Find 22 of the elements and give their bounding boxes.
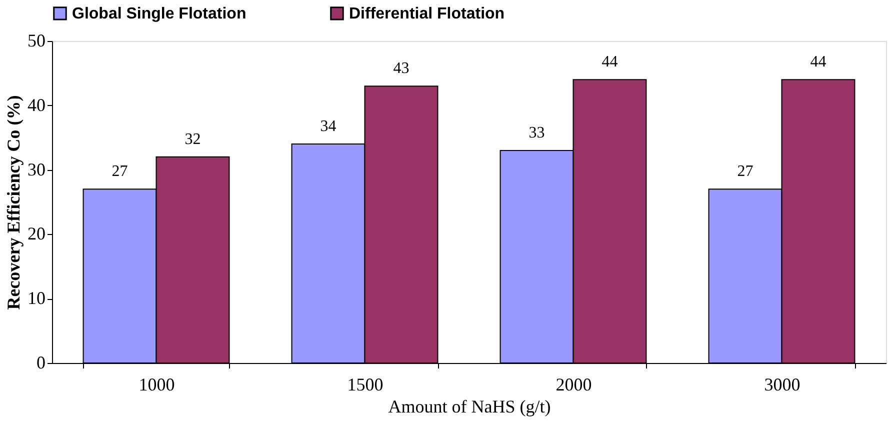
data-label: 43	[393, 60, 410, 78]
x-tick-label: 1500	[347, 374, 384, 394]
y-tick-label: 20	[28, 224, 46, 244]
data-label: 33	[528, 124, 545, 142]
data-label: 44	[602, 54, 618, 71]
legend-label: Global Single Flotation	[72, 5, 246, 22]
legend-label: Differential Flotation	[349, 5, 505, 22]
x-axis-title: Amount of NaHS (g/t)	[388, 396, 551, 416]
x-tick-label: 3000	[764, 374, 800, 394]
data-label: 27	[737, 163, 754, 180]
data-label: 27	[112, 163, 128, 180]
y-axis-title: Recovery Efficiency Co (%)	[4, 95, 24, 310]
y-tick-label: 50	[28, 30, 46, 50]
y-tick-label: 0	[36, 352, 46, 372]
y-tick-label: 30	[28, 159, 46, 180]
y-tick-label: 10	[28, 288, 46, 308]
x-tick-label: 1000	[138, 374, 175, 394]
data-label: 34	[320, 118, 336, 136]
data-label: 32	[184, 130, 201, 148]
x-tick-label: 2000	[556, 374, 592, 394]
data-label: 44	[810, 54, 826, 71]
y-tick-label: 40	[28, 94, 46, 115]
